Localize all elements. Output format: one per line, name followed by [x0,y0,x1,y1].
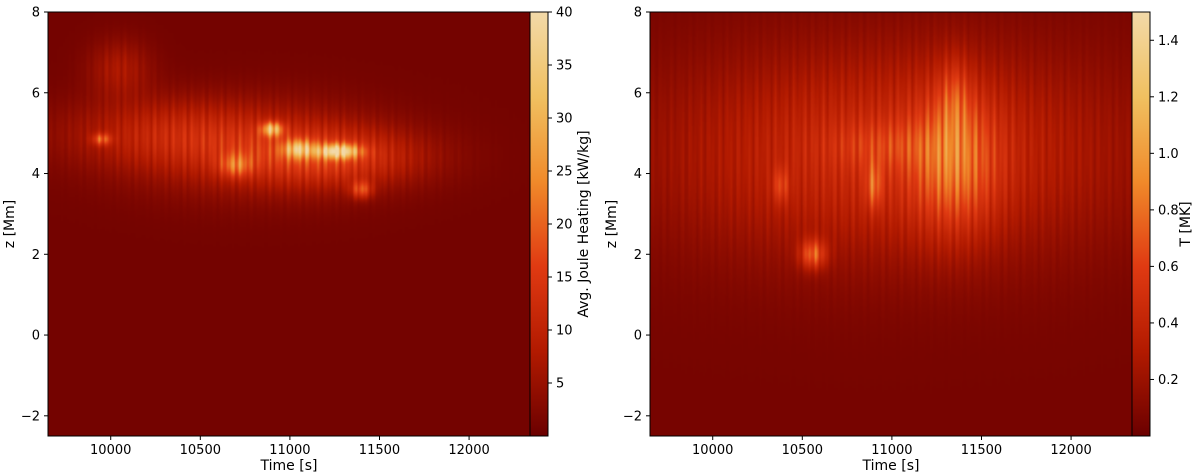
x-tick-label: 10500 [782,443,823,458]
colorbar-tick-label: 1.0 [1158,147,1179,162]
y-tick-label: 2 [634,248,642,263]
right-x-ticks: 10000 10500 11000 11500 12000 [692,436,1092,458]
colorbar-tick-label: 0.6 [1158,260,1179,275]
y-tick-label: 6 [634,86,642,101]
colorbar-tick-label: 30 [556,112,573,127]
colorbar-tick-label: 1.2 [1158,90,1179,105]
y-tick-label: 8 [32,6,40,21]
y-tick-label: 0 [32,329,40,344]
y-tick-label: 4 [32,167,40,182]
colorbar-tick-label: 5 [556,377,564,392]
y-tick-label: 4 [634,167,642,182]
right-heatmap-panel: 10000 10500 11000 11500 12000 −2 0 2 4 6 8 Time [… [604,6,1194,475]
colorbar-tick-label: 40 [556,6,573,21]
colorbar-tick-label: 0.4 [1158,316,1179,331]
colorbar-tick-label: 15 [556,271,573,286]
left-x-ticks: 10000 10500 11000 11500 12000 [90,436,490,458]
right-y-axis-label: z [Mm] [604,200,620,248]
left-heatmap-image [48,12,530,436]
y-tick-label: 8 [634,6,642,21]
right-colorbar-label: T [MK] [1178,201,1194,247]
left-colorbar-label: Avg. Joule Heating [kW/kg] [576,130,592,317]
left-heatmap-panel: 10000 10500 11000 11500 12000 −2 0 2 4 6 8 Time [… [2,6,592,475]
right-y-ticks: −2 0 2 4 6 8 [623,6,650,424]
y-tick-label: 6 [32,86,40,101]
colorbar-tick-label: 10 [556,324,573,339]
y-tick-label: −2 [21,409,40,424]
colorbar-tick-label: 1.4 [1158,34,1179,49]
left-x-axis-label: Time [s] [260,458,318,474]
right-colorbar [1132,12,1150,436]
x-tick-label: 11500 [961,443,1002,458]
x-tick-label: 11500 [359,443,400,458]
x-tick-label: 12000 [1050,443,1091,458]
right-colorbar-frame [1131,11,1151,437]
y-tick-label: −2 [623,409,642,424]
right-x-axis-label: Time [s] [862,458,920,474]
x-tick-label: 11000 [269,443,310,458]
y-tick-label: 2 [32,248,40,263]
colorbar-tick-label: 0.8 [1158,203,1179,218]
x-tick-label: 10000 [692,443,733,458]
y-tick-label: 0 [634,329,642,344]
colorbar-tick-label: 0.2 [1158,373,1179,388]
left-colorbar-ticks: 5 10 15 20 25 30 35 40 [548,6,573,392]
colorbar-tick-label: 25 [556,165,573,180]
left-y-axis-label: z [Mm] [2,200,18,248]
x-tick-label: 12000 [448,443,489,458]
right-colorbar-ticks: 0.2 0.4 0.6 0.8 1.0 1.2 1.4 [1150,34,1179,388]
colorbar-tick-label: 35 [556,59,573,74]
x-tick-label: 11000 [871,443,912,458]
right-heatmap-image [650,12,1132,436]
colorbar-tick-label: 20 [556,218,573,233]
left-colorbar [530,12,548,436]
left-y-ticks: −2 0 2 4 6 8 [21,6,48,424]
x-tick-label: 10500 [180,443,221,458]
x-tick-label: 10000 [90,443,131,458]
